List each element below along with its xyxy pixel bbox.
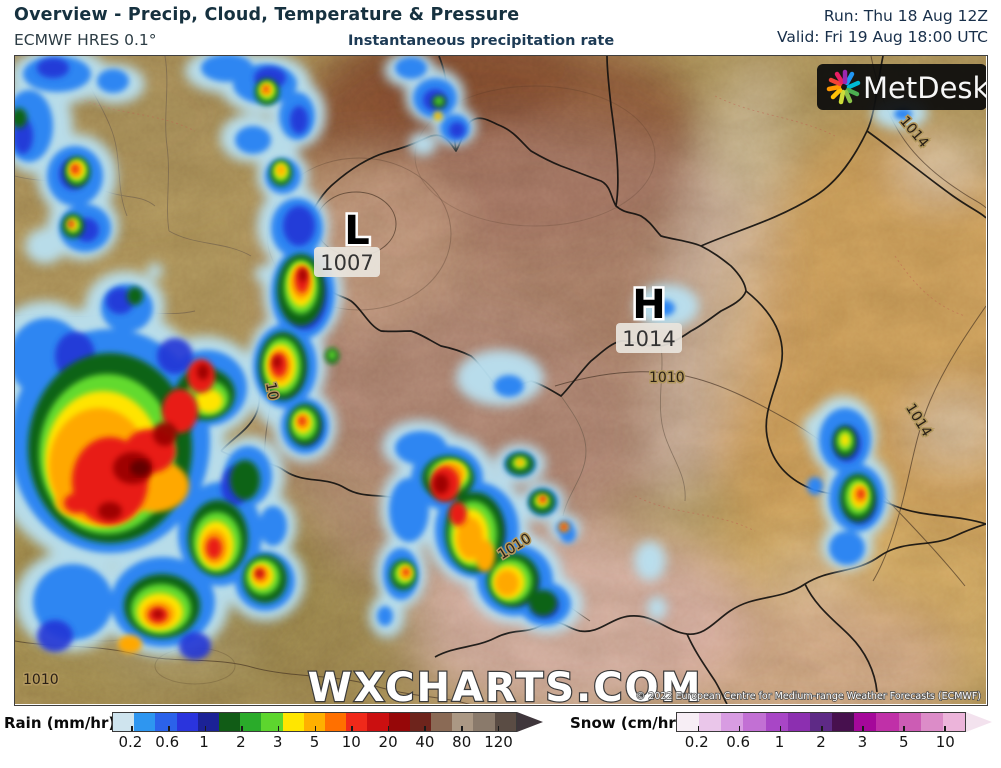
legend-color-segment — [303, 713, 326, 731]
isotherm-lines — [74, 95, 966, 532]
legend-tick-mark — [204, 726, 207, 731]
legend-tick-mark — [131, 726, 133, 731]
legend-color-segment — [325, 713, 347, 731]
legend-color-segment — [388, 713, 410, 731]
parameter-label: Instantaneous precipitation rate — [348, 33, 615, 49]
legend-tick-label: 1 — [774, 733, 785, 751]
legend-tick-label: 0.6 — [726, 733, 751, 751]
legend-color-segment — [473, 713, 495, 731]
legend-tick-label: 3 — [857, 733, 868, 751]
weather-map: 1010 1010 1010 10 1014 1014 L 1007 H 101… — [0, 16, 1001, 736]
legend-tick-mark — [314, 726, 317, 731]
legend-tick-label: 5 — [899, 733, 909, 751]
legend-color-segment — [699, 713, 722, 731]
legend-color-segment — [787, 713, 810, 731]
legend-color-segment — [494, 713, 516, 731]
isobar-label-1010-bl: 1010 — [23, 672, 59, 688]
legend-color-segment — [452, 713, 474, 731]
legend-tick-mark — [387, 726, 390, 731]
legend-color-segment — [677, 713, 700, 731]
legend-tick-mark — [903, 726, 905, 731]
run-time-label: Run: Thu 18 Aug 12Z — [823, 7, 988, 25]
legend-color-segment — [155, 713, 177, 731]
legend-tick-mark — [779, 726, 782, 731]
legend-tick-mark — [277, 726, 280, 731]
legend-tick-label: 2 — [816, 733, 826, 751]
legend-color-segment — [134, 713, 156, 731]
rain-scale-ticks: 0.2 0.6 1 2 3 5 10 20 40 80 120 — [112, 733, 517, 751]
legend-tick-mark — [862, 726, 864, 731]
legend-color-segment — [409, 713, 432, 731]
legend-tick-mark — [351, 726, 353, 731]
high-pressure-value-box — [616, 323, 682, 353]
copyright-text: © 2022 European Centre for Medium-range … — [636, 691, 981, 702]
legend-color-segment — [219, 713, 241, 731]
pressure-centers: L 1007 H 1014 — [314, 206, 682, 353]
legend-color-segment — [282, 713, 304, 731]
legend-tick-label: 0.2 — [118, 733, 143, 751]
legend-color-segment — [876, 713, 899, 731]
legend-tick-label: 10 — [935, 733, 955, 751]
isobar-label-10-band: 10 — [262, 381, 281, 401]
legend-tick-mark — [944, 726, 947, 731]
legend-color-segment — [346, 713, 368, 731]
snow-scale-ticks: 0.2 0.6 1 2 3 5 10 — [676, 733, 966, 751]
legend-color-segment — [721, 713, 744, 731]
legend-tick-mark — [497, 726, 500, 731]
legend-tick-label: 40 — [415, 733, 435, 751]
legend-tick-label: 80 — [452, 733, 472, 751]
legend-tick-label: 10 — [341, 733, 361, 751]
legend-color-segment — [898, 713, 921, 731]
snow-scale-arrow — [966, 712, 992, 732]
legend-tick-mark — [167, 726, 170, 731]
legend-tick-mark — [424, 726, 426, 731]
legend-color-segment — [765, 713, 788, 731]
legend-color-segment — [240, 713, 262, 731]
valid-time-label: Valid: Fri 19 Aug 18:00 UTC — [776, 28, 988, 46]
snow-color-scale — [676, 712, 966, 732]
legend-color-segment — [743, 713, 766, 731]
legend-tick-label: 20 — [378, 733, 398, 751]
model-label: ECMWF HRES 0.1° — [14, 31, 157, 49]
legend-color-segment — [431, 713, 453, 731]
legend-tick-mark — [461, 726, 463, 731]
high-pressure-value: 1014 — [622, 327, 675, 351]
legend-tick-mark — [821, 726, 823, 731]
legend-color-segment — [113, 713, 135, 731]
legend-color-segment — [942, 713, 966, 731]
page-title: Overview - Precip, Cloud, Temperature & … — [14, 5, 520, 25]
legend-color-segment — [920, 713, 943, 731]
legend-tick-label: 1 — [199, 733, 209, 751]
high-pressure-letter: H — [632, 282, 665, 328]
legend-tick-label: 5 — [309, 733, 320, 751]
legend-color-segment — [197, 713, 220, 731]
legend-tick-label: 0.2 — [684, 733, 709, 751]
legend-color-segment — [176, 713, 198, 731]
metdesk-logo: MetDesk — [817, 64, 990, 110]
legend-tick-label: 120 — [484, 733, 513, 751]
low-pressure-value: 1007 — [320, 251, 373, 275]
legend-tick-mark — [697, 726, 700, 731]
legend-color-segment — [832, 713, 855, 731]
metdesk-logo-text: MetDesk — [863, 71, 986, 105]
legend-color-segment — [367, 713, 389, 731]
legend-tick-label: 0.6 — [155, 733, 180, 751]
snow-legend-label: Snow (cm/hr) — [570, 714, 683, 732]
rain-color-scale — [112, 712, 517, 732]
rain-legend-label: Rain (mm/hr) — [4, 714, 116, 732]
legend-tick-label: 2 — [236, 733, 246, 751]
legend-tick-mark — [241, 726, 243, 731]
legend-tick-label: 3 — [272, 733, 283, 751]
legend-tick-mark — [738, 726, 741, 731]
isobar-label-1010-c: 1010 — [649, 370, 685, 386]
legend-color-segment — [854, 713, 877, 731]
rain-scale-arrow — [517, 712, 543, 732]
legend-color-segment — [261, 713, 283, 731]
map-canvas: 1010 1010 1010 10 1014 1014 L 1007 H 101… — [0, 16, 1001, 736]
legend-color-segment — [809, 713, 833, 731]
low-pressure-value-box — [314, 247, 380, 277]
metdesk-pinwheel-icon — [826, 69, 861, 105]
